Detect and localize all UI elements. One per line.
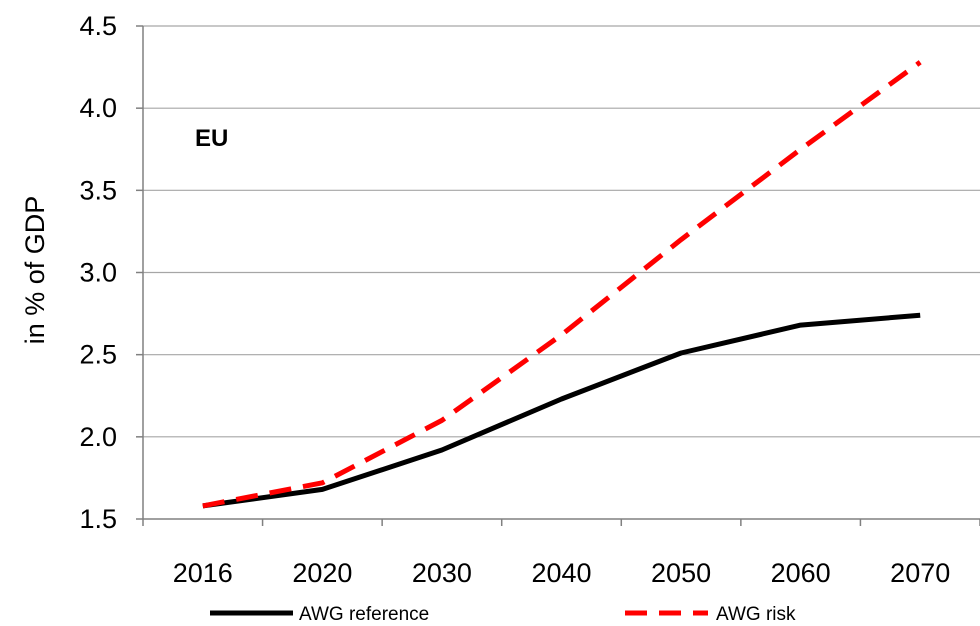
chart-annotation-eu: EU	[195, 125, 228, 152]
y-tick-label-6: 4.5	[79, 11, 117, 41]
gridlines	[143, 25, 980, 438]
legend: AWG reference AWG risk	[210, 604, 796, 625]
y-tick-label-1: 2.0	[79, 422, 117, 452]
series-line-0	[202, 312, 921, 509]
y-tick-label-0: 1.5	[79, 504, 117, 534]
legend-label-1: AWG risk	[716, 604, 796, 625]
y-tick-label-2: 2.5	[79, 340, 117, 370]
legend-label-0: AWG reference	[299, 604, 429, 625]
x-tick-label-2016: 2016	[173, 558, 233, 588]
x-tick-label-2020: 2020	[292, 558, 352, 588]
y-tick-label-5: 4.0	[79, 93, 117, 123]
x-tick-label-2030: 2030	[412, 558, 472, 588]
y-tick-labels: 1.5 2.0 2.5 3.0 3.5 4.0 4.5	[79, 11, 143, 534]
series-line-1	[202, 60, 922, 509]
y-tick-label-4: 3.5	[79, 175, 117, 205]
x-tick-label-2040: 2040	[531, 558, 591, 588]
series-lines	[202, 60, 922, 509]
x-tick-label-2070: 2070	[890, 558, 950, 588]
x-tick-labels: 2016 2020 2030 2040 2050 2060 2070	[142, 519, 980, 588]
x-tick-label-2060: 2060	[771, 558, 831, 588]
y-tick-label-3: 3.0	[79, 258, 117, 288]
x-tick-label-2050: 2050	[651, 558, 711, 588]
y-axis-title: in % of GDP	[20, 196, 50, 345]
